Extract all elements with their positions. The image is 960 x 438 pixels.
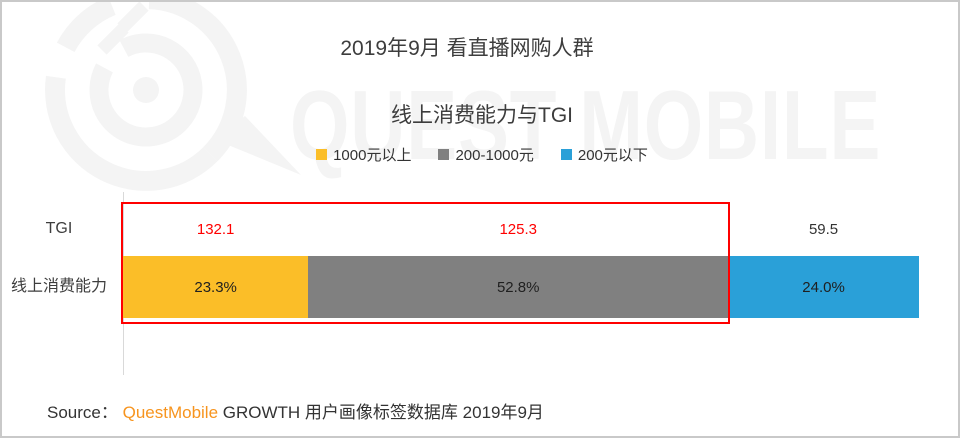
legend-swatch — [560, 149, 572, 160]
tgi-value-row: 132.1 125.3 59.5 — [123, 202, 919, 256]
tgi-value-2: 59.5 — [808, 220, 839, 238]
legend-label: 200-1000元 — [455, 147, 534, 164]
legend-label: 1000元以上 — [333, 147, 412, 164]
chart-legend: 1000元以上 200-1000元 200元以下 — [2, 144, 958, 165]
chart-subtitle: 线上消费能力与TGI — [391, 104, 573, 127]
source-suffix: GROWTH 用户画像标签数据库 2019年9月 — [222, 403, 544, 422]
source-brand: QuestMobile — [122, 403, 219, 422]
bar-segment-1: 52.8% — [308, 256, 729, 318]
row-label-tgi: TGI — [45, 220, 73, 237]
tgi-value-0: 132.1 — [196, 220, 235, 238]
legend-swatch — [438, 149, 450, 160]
bar-segment-0: 23.3% — [123, 256, 309, 318]
stacked-bar-row: 23.3% 52.8% 24.0% — [123, 256, 919, 318]
legend-item-2: 200元以下 — [560, 144, 648, 165]
plot-area: 132.1 125.3 59.5 23.3% 52.8% 24.0% — [121, 202, 919, 375]
legend-item-1: 200-1000元 — [438, 144, 534, 165]
source-prefix: Source： — [47, 403, 118, 422]
tgi-value-1: 125.3 — [499, 220, 537, 238]
bar-segment-2: 24.0% — [728, 256, 919, 318]
row-label-spend: 线上消费能力 — [10, 278, 107, 295]
source-line: Source： QuestMobile GROWTH 用户画像标签数据库 201… — [47, 398, 544, 423]
legend-item-0: 1000元以上 — [316, 144, 411, 165]
legend-label: 200元以下 — [577, 147, 648, 164]
legend-swatch — [316, 149, 328, 160]
page-title: 2019年9月 看直播网购人群 — [340, 37, 594, 60]
